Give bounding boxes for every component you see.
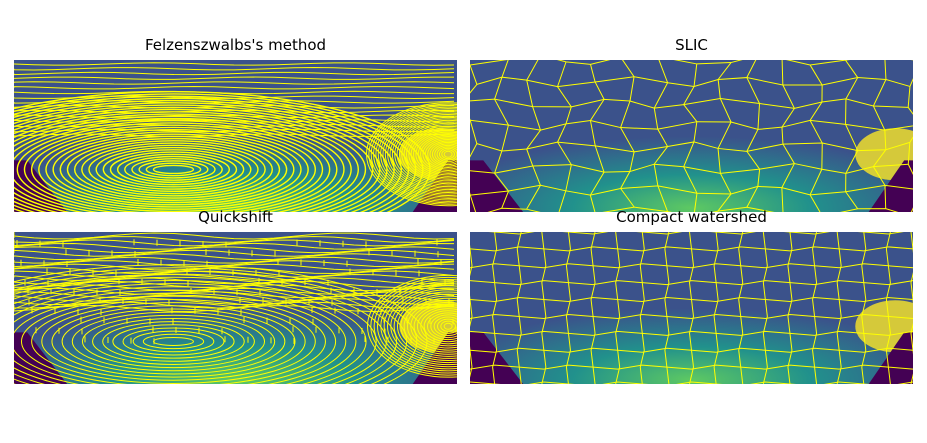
segmentation-image: [14, 60, 457, 212]
panel-felzenszwalb: Felzenszwalbs's method: [14, 36, 457, 212]
dark-corner-right: [868, 332, 913, 384]
bright-spot: [855, 300, 913, 353]
bright-region: [470, 105, 913, 212]
segment-boundaries: [14, 232, 457, 384]
segmentation-image: [470, 60, 913, 212]
panel-title: Felzenszwalbs's method: [144, 36, 327, 54]
dark-corner-left: [14, 332, 68, 384]
panel-compact-watershed: Compact watershed: [470, 208, 913, 384]
dark-corner-left: [470, 332, 524, 384]
dark-corner-left: [470, 160, 524, 212]
segment-boundaries: [14, 62, 457, 212]
panel-title: Quickshift: [198, 208, 273, 226]
segmentation-image: [470, 232, 913, 384]
panel-title: Compact watershed: [616, 208, 767, 226]
panel-quickshift: Quickshift: [14, 208, 457, 384]
bright-region: [470, 277, 913, 384]
segment-boundaries: [470, 60, 913, 212]
segment-boundaries: [470, 232, 913, 384]
segmentation-image: [14, 232, 457, 384]
panel-title: SLIC: [675, 36, 708, 54]
panel-slic: SLIC: [470, 36, 913, 212]
